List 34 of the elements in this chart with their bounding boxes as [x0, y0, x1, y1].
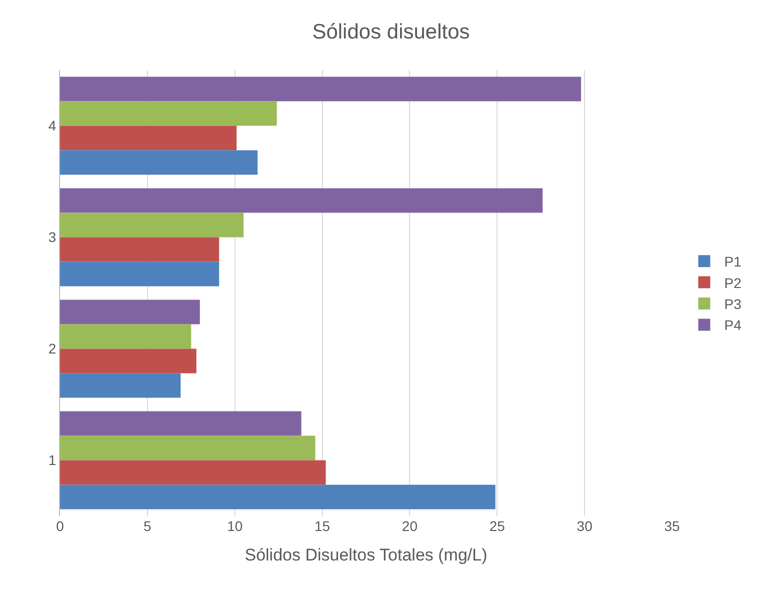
x-tick-label: 10 — [227, 518, 243, 534]
chart-title: Sólidos disueltos — [312, 20, 470, 44]
bar — [60, 76, 582, 102]
bar — [60, 484, 496, 510]
x-tick-label: 15 — [314, 518, 330, 534]
x-tick-label: 20 — [402, 518, 418, 534]
bar — [60, 101, 277, 126]
legend-label: P4 — [724, 317, 742, 334]
legend-label: P1 — [724, 254, 742, 270]
y-tick-label: 3 — [48, 229, 56, 246]
x-tick-label: 5 — [144, 518, 152, 534]
legend-label: P2 — [724, 274, 742, 291]
bar — [60, 188, 543, 213]
bar — [60, 300, 200, 324]
bar — [60, 436, 316, 460]
bar — [60, 348, 196, 374]
bar — [60, 126, 237, 150]
y-tick-label: 4 — [48, 118, 56, 134]
bar — [60, 262, 220, 286]
bar — [60, 212, 244, 238]
bar — [60, 150, 258, 175]
x-axis-title: Sólidos Disueltos Totales (mg/L) — [244, 545, 488, 564]
x-tick-label: 0 — [56, 518, 64, 534]
bar — [60, 460, 326, 485]
bar — [60, 237, 220, 262]
x-tick-label: 35 — [664, 518, 680, 534]
y-tick-label: 2 — [48, 340, 56, 357]
legend-label: P3 — [724, 296, 742, 312]
x-tick-label: 30 — [576, 518, 593, 534]
x-tick-label: 25 — [489, 518, 506, 534]
bar — [60, 373, 181, 398]
y-tick-label: 1 — [48, 452, 56, 468]
bar — [60, 411, 302, 436]
bar — [60, 324, 192, 349]
